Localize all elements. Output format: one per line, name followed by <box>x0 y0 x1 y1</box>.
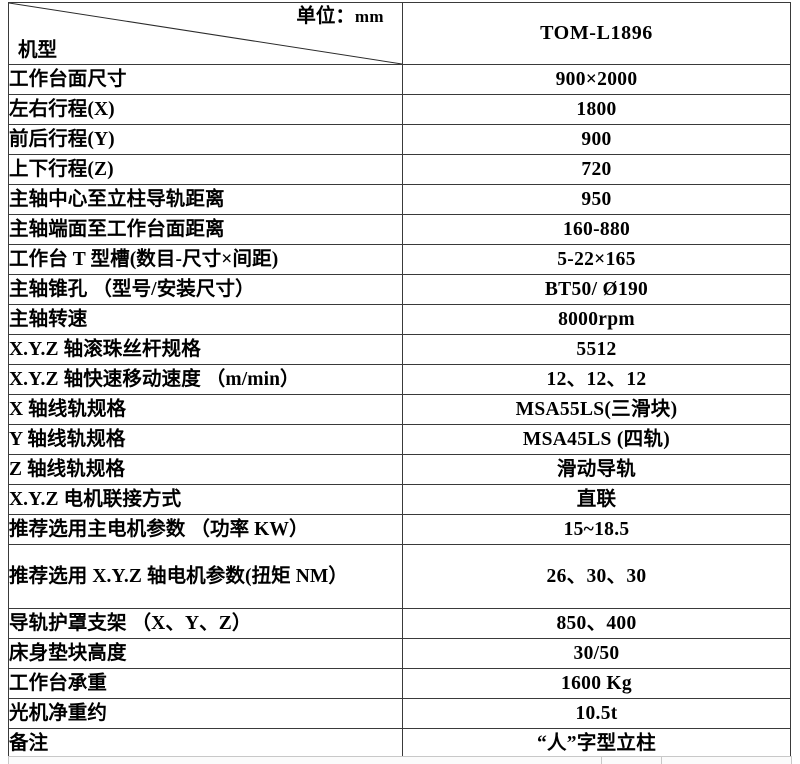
table-row: 光机净重约 10.5t <box>8 698 791 729</box>
spec-value: 直联 <box>402 484 791 515</box>
spec-label: 主轴转速 <box>8 304 403 335</box>
spec-value: 30/50 <box>402 638 791 669</box>
unit-value: mm <box>354 7 384 26</box>
spec-value: 950 <box>402 184 791 215</box>
table-row: X.Y.Z 轴滚珠丝杆规格 5512 <box>8 334 791 365</box>
table-row: X 轴线轨规格 MSA55LS(三滑块) <box>8 394 791 425</box>
spec-label: X.Y.Z 轴滚珠丝杆规格 <box>8 334 403 365</box>
spec-label: X.Y.Z 电机联接方式 <box>8 484 403 515</box>
spec-value: 15~18.5 <box>402 514 791 545</box>
spec-value: 5512 <box>402 334 791 365</box>
spec-label: 主轴中心至立柱导轨距离 <box>8 184 403 215</box>
spec-label: 主轴锥孔 （型号/安装尺寸） <box>8 274 403 305</box>
cutoff-row-fragment <box>8 756 602 764</box>
table-row: 主轴锥孔 （型号/安装尺寸） BT50/ Ø190 <box>8 274 791 305</box>
table-row: X.Y.Z 轴快速移动速度 （m/min） 12、12、12 <box>8 364 791 395</box>
table-row: 上下行程(Z) 720 <box>8 154 791 185</box>
spec-value: MSA55LS(三滑块) <box>402 394 791 425</box>
table-row: 工作台面尺寸 900×2000 <box>8 64 791 95</box>
diagonal-divider-icon <box>9 3 402 64</box>
spec-value: MSA45LS (四轨) <box>402 424 791 455</box>
table-row: 主轴中心至立柱导轨距离 950 <box>8 184 791 215</box>
spec-value: 720 <box>402 154 791 185</box>
spec-value: 160-880 <box>402 214 791 245</box>
spec-label: 备注 <box>8 728 403 759</box>
unit-text: 单位： <box>296 6 355 27</box>
table-row: 备注 “人”字型立柱 <box>8 728 791 759</box>
cutoff-row-fragment <box>661 756 792 764</box>
spec-value: “人”字型立柱 <box>402 728 791 759</box>
spec-value: 900×2000 <box>402 64 791 95</box>
table-row: 工作台 T 型槽(数目-尺寸×间距) 5-22×165 <box>8 244 791 275</box>
table-row: 左右行程(X) 1800 <box>8 94 791 125</box>
table-body: 单位：mm 机型 TOM-L1896 工作台面尺寸 900×2000 左右行程(… <box>8 2 791 759</box>
row-header-label: 机型 <box>18 39 58 61</box>
table-row: 前后行程(Y) 900 <box>8 124 791 155</box>
spec-value: 1600 Kg <box>402 668 791 699</box>
spec-value: 850、400 <box>402 608 791 639</box>
spec-value: 12、12、12 <box>402 364 791 395</box>
spec-label: X 轴线轨规格 <box>8 394 403 425</box>
spec-value: 900 <box>402 124 791 155</box>
spec-label: 推荐选用 X.Y.Z 轴电机参数(扭矩 NM） <box>8 544 403 609</box>
table-row: X.Y.Z 电机联接方式 直联 <box>8 484 791 515</box>
table-row: Y 轴线轨规格 MSA45LS (四轨) <box>8 424 791 455</box>
spec-label: 光机净重约 <box>8 698 403 729</box>
table-row: 导轨护罩支架 （X、Y、Z） 850、400 <box>8 608 791 639</box>
table-row: Z 轴线轨规格 滑动导轨 <box>8 454 791 485</box>
spec-label: 前后行程(Y) <box>8 124 403 155</box>
table-row: 工作台承重 1600 Kg <box>8 668 791 699</box>
unit-label: 单位：mm <box>296 4 384 29</box>
table-row: 床身垫块高度 30/50 <box>8 638 791 669</box>
table-row: 主轴端面至工作台面距离 160-880 <box>8 214 791 245</box>
spec-label: X.Y.Z 轴快速移动速度 （m/min） <box>8 364 403 395</box>
spec-label: 上下行程(Z) <box>8 154 403 185</box>
table-row: 推荐选用 X.Y.Z 轴电机参数(扭矩 NM） 26、30、30 <box>8 544 791 609</box>
specification-table: 单位：mm 机型 TOM-L1896 工作台面尺寸 900×2000 左右行程(… <box>8 2 791 759</box>
spec-label: 工作台面尺寸 <box>8 64 403 95</box>
spec-label: 床身垫块高度 <box>8 638 403 669</box>
spec-label: Y 轴线轨规格 <box>8 424 403 455</box>
spec-label: 工作台承重 <box>8 668 403 699</box>
cutoff-row-fragment <box>601 756 662 764</box>
spec-label: Z 轴线轨规格 <box>8 454 403 485</box>
spec-label: 左右行程(X) <box>8 94 403 125</box>
table-header-row: 单位：mm 机型 TOM-L1896 <box>8 2 791 65</box>
spec-label: 工作台 T 型槽(数目-尺寸×间距) <box>8 244 403 275</box>
header-corner-cell: 单位：mm 机型 <box>8 2 403 65</box>
spec-value: 1800 <box>402 94 791 125</box>
spec-value: BT50/ Ø190 <box>402 274 791 305</box>
table-row: 主轴转速 8000rpm <box>8 304 791 335</box>
model-name-cell: TOM-L1896 <box>402 2 791 65</box>
spec-label: 推荐选用主电机参数 （功率 KW） <box>8 514 403 545</box>
spec-label: 导轨护罩支架 （X、Y、Z） <box>8 608 403 639</box>
spec-value: 10.5t <box>402 698 791 729</box>
spec-value: 8000rpm <box>402 304 791 335</box>
spec-label: 主轴端面至工作台面距离 <box>8 214 403 245</box>
spec-value: 滑动导轨 <box>402 454 791 485</box>
table-row: 推荐选用主电机参数 （功率 KW） 15~18.5 <box>8 514 791 545</box>
spec-value: 26、30、30 <box>402 544 791 609</box>
spec-value: 5-22×165 <box>402 244 791 275</box>
